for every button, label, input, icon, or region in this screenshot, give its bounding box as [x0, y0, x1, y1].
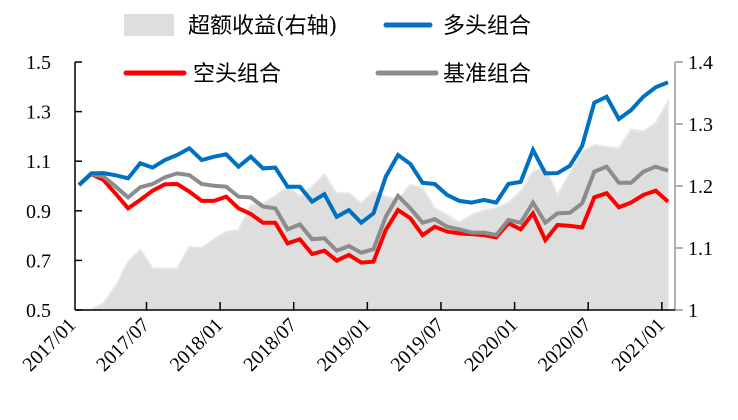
right-y-tick-label: 1.1: [688, 238, 713, 260]
right-y-tick-label: 1.4: [688, 52, 713, 74]
left-y-tick-label: 1.5: [26, 52, 51, 74]
line-long-portfolio: [77, 80, 669, 226]
legend-label-excess: 超额收益(右轴): [188, 14, 337, 39]
x-tick-label: 2018/07: [239, 314, 301, 376]
left-y-tick-label: 1.3: [26, 102, 51, 124]
left-y-tick-label: 1.1: [26, 151, 51, 173]
x-tick-label: 2019/07: [387, 314, 449, 376]
x-tick-label: 2018/01: [166, 314, 228, 376]
legend-item-short: 空头组合: [123, 62, 281, 87]
x-tick-label: 2020/01: [460, 314, 522, 376]
area-layer: [78, 97, 670, 311]
x-tick-label: 2020/07: [534, 314, 596, 376]
x-tick-label: 2017/07: [92, 314, 154, 376]
legend-label-short: 空头组合: [193, 62, 281, 87]
line-layer: [77, 80, 670, 265]
left-y-tick-label: 0.7: [26, 250, 51, 272]
x-tick-label: 2019/01: [313, 314, 375, 376]
legend-item-excess: 超额收益(右轴): [124, 14, 337, 39]
x-tick-label: 2021/01: [607, 314, 669, 376]
legend: 超额收益(右轴) 多头组合 空头组合 基准组合: [123, 14, 531, 87]
legend-swatch-excess: [124, 14, 174, 36]
legend-item-benchmark: 基准组合: [375, 62, 531, 87]
legend-label-benchmark: 基准组合: [443, 62, 531, 87]
x-tick-label: 2017/01: [18, 314, 80, 376]
area-excess-return: [78, 97, 670, 311]
right-y-tick-label: 1.2: [688, 176, 713, 198]
legend-item-long: 多头组合: [383, 14, 531, 39]
right-y-tick-label: 1: [688, 300, 698, 322]
right-y-tick-label: 1.3: [688, 114, 713, 136]
left-y-tick-label: 0.9: [26, 201, 51, 223]
left-y-tick-label: 0.5: [26, 300, 51, 322]
legend-label-long: 多头组合: [443, 14, 531, 39]
